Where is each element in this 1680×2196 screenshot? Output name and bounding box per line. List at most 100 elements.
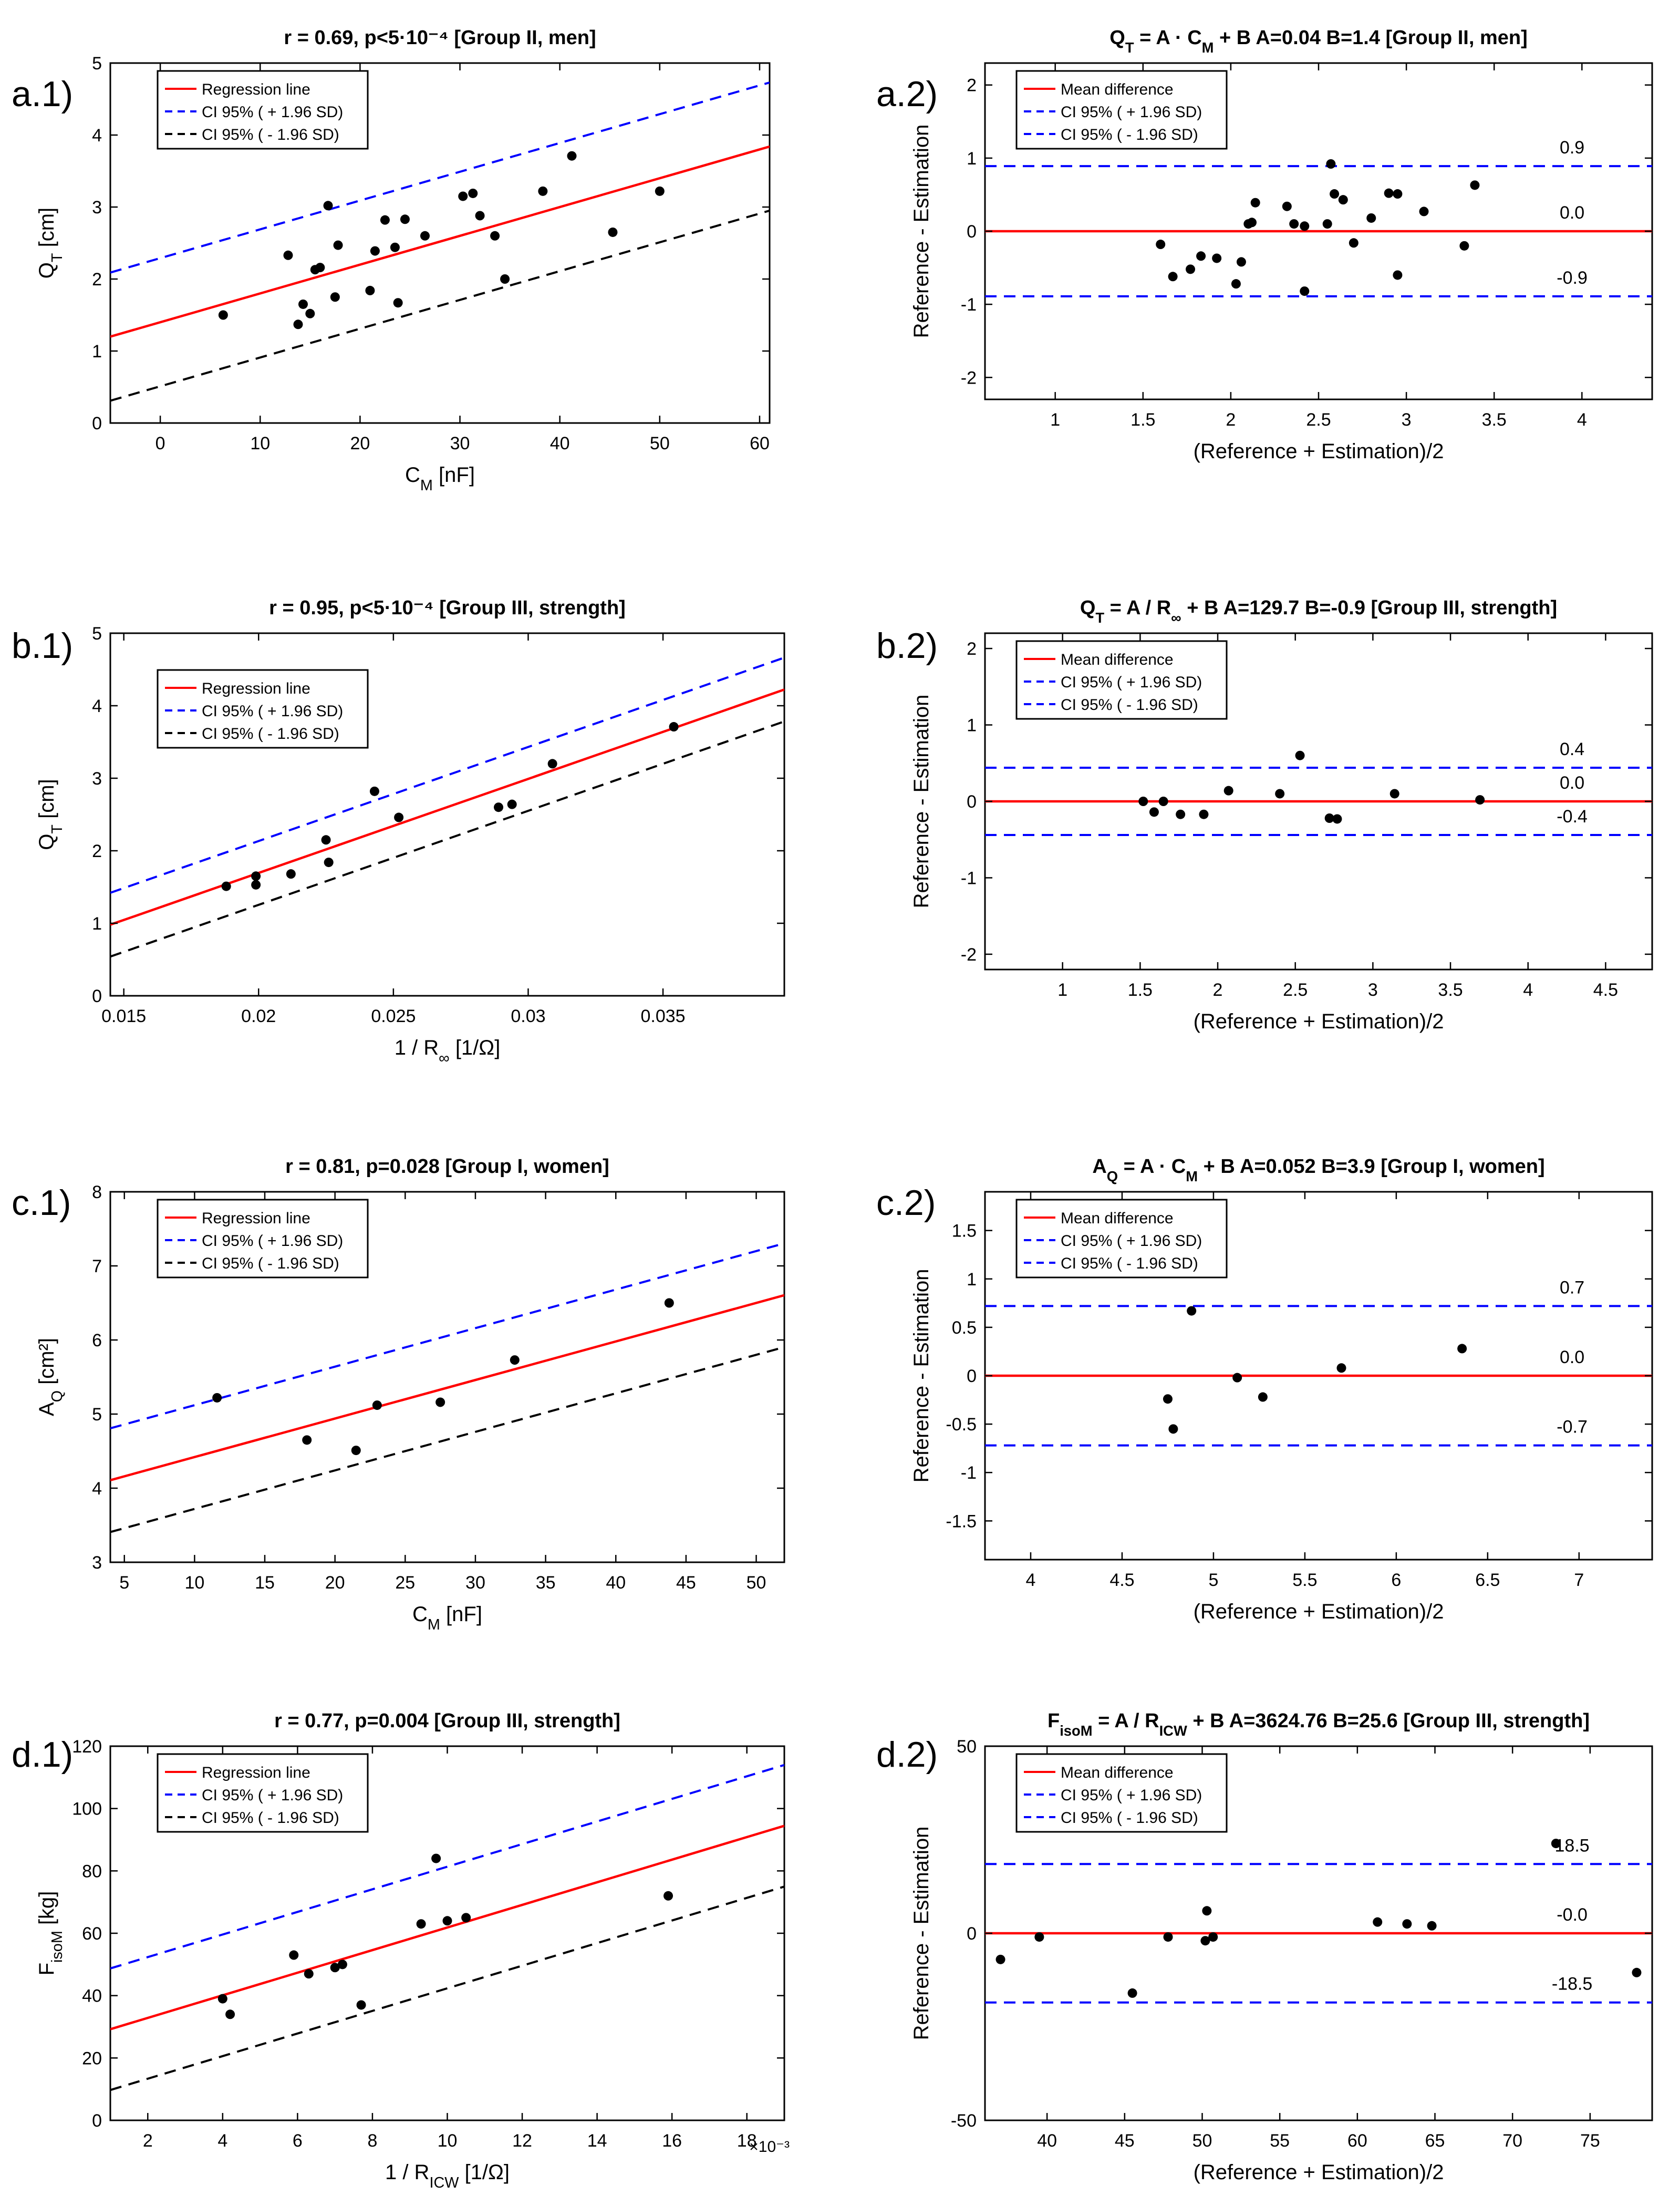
- y-tick-label-b2: -1: [961, 868, 977, 888]
- x-tick-label-d1: 18: [737, 2131, 757, 2151]
- panel-c2: 4 4.5 5 5.5 6 6.5 7 -1.5 -1 -0.5 0 0.5 1 1.5 (Referenc…: [910, 1156, 1653, 1623]
- y-tick-label-d1: 0: [92, 2111, 102, 2131]
- x-tick-label-d1: 4: [217, 2131, 227, 2151]
- y-tick-label-b2: -2: [961, 945, 977, 965]
- x-axis-label-d2: (Reference + Estimation)/2: [1194, 2161, 1444, 2184]
- x-axis-label-c1: CM [nF]: [412, 1603, 482, 1633]
- data-point-a1: [490, 231, 500, 241]
- legend-c2: Mean difference CI 95% ( + 1.96 SD) CI 95%…: [1015, 1199, 1228, 1279]
- data-point-a2: [1470, 180, 1480, 190]
- x-tick-label-c1: 15: [255, 1573, 275, 1593]
- x-axis-label-a1: CM [nF]: [405, 463, 475, 494]
- x-tick-label-d2: 50: [1192, 2131, 1212, 2151]
- x-tick-label-a1: 30: [450, 434, 470, 453]
- data-point-a1: [420, 231, 430, 241]
- x-tick-label-a2: 1.5: [1131, 410, 1155, 430]
- data-point-a1: [323, 201, 333, 211]
- y-tick-label-a2: -2: [961, 368, 977, 388]
- legend-entry-a2: CI 95% ( + 1.96 SD): [1061, 104, 1202, 121]
- y-axis-label-a2: Reference - Estimation: [910, 125, 933, 338]
- x-tick-label-d2: 75: [1580, 2131, 1600, 2151]
- legend-entry-c1: CI 95% ( + 1.96 SD): [202, 1232, 343, 1250]
- data-point-b1: [507, 799, 517, 809]
- plot-area-c1: [110, 1242, 784, 1533]
- data-point-d2: [1632, 1967, 1642, 1977]
- data-point-a2: [1338, 195, 1348, 205]
- y-axis-label-c2: Reference - Estimation: [910, 1269, 933, 1483]
- x-tick-label-b1: 0.025: [371, 1006, 416, 1026]
- legend-entry-d2: CI 95% ( + 1.96 SD): [1061, 1787, 1202, 1804]
- y-tick-label-c2: 0: [967, 1366, 977, 1386]
- data-point-a2: [1322, 219, 1332, 229]
- data-point-a2: [1366, 213, 1376, 223]
- y-tick-label-d1: 60: [82, 1924, 102, 1944]
- legend-entry-a1: CI 95% ( + 1.96 SD): [202, 104, 343, 121]
- x-tick-label-c2: 4.5: [1109, 1570, 1134, 1590]
- y-tick-label-c1: 3: [92, 1553, 102, 1573]
- y-tick-label-a1: 3: [92, 198, 102, 218]
- legend-entry-a1: Regression line: [202, 81, 310, 98]
- panel-a2: 1 1.5 2 2.5 3 3.5 4 -2 -1 0 1 2 (Reference + Estimat…: [910, 27, 1653, 463]
- panel-d2: 40 45 50 55 60 65 70 75 -50 0 50 (Reference + Estim…: [910, 1710, 1653, 2184]
- data-point-a2: [1236, 257, 1246, 267]
- data-point-c2: [1336, 1363, 1346, 1373]
- legend-box-a1: [157, 70, 369, 150]
- x-tick-label-c1: 30: [465, 1573, 485, 1593]
- legend-entry-c2: CI 95% ( - 1.96 SD): [1061, 1255, 1198, 1272]
- legend-entry-b1: Regression line: [202, 680, 310, 697]
- regression-line-c1: [110, 1294, 784, 1481]
- y-axis-label-d1: FisoM [kg]: [35, 1891, 66, 1976]
- x-tick-label-d2: 65: [1425, 2131, 1445, 2151]
- legend-d1: Regression line CI 95% ( + 1.96 SD) CI 95%…: [157, 1753, 369, 1833]
- x-axis-label-c2: (Reference + Estimation)/2: [1194, 1600, 1444, 1623]
- y-tick-label-c1: 4: [92, 1479, 102, 1499]
- data-point-c1: [302, 1435, 312, 1445]
- data-point-a2: [1196, 251, 1206, 261]
- ci-upper-line-d1: [110, 1764, 784, 1970]
- y-tick-label-a1: 5: [92, 54, 102, 74]
- data-point-a1: [365, 285, 375, 295]
- data-point-a1: [298, 299, 308, 309]
- x-tick-label-b2: 3.5: [1438, 980, 1463, 1000]
- x-axis-label-b1: 1 / R∞ [1/Ω]: [395, 1036, 501, 1067]
- x-tick-label-a2: 3.5: [1482, 410, 1507, 430]
- legend-d2: Mean difference CI 95% ( + 1.96 SD) CI 95%…: [1015, 1753, 1228, 1833]
- y-tick-label-c2: -1: [961, 1463, 977, 1483]
- data-point-d1: [330, 1963, 340, 1973]
- data-point-d2: [1127, 1988, 1137, 1998]
- x-tick-label-b1: 0.02: [241, 1006, 276, 1026]
- legend-entry-a2: Mean difference: [1061, 81, 1174, 98]
- data-point-a2: [1300, 286, 1310, 296]
- x-tick-label-a2: 1: [1050, 410, 1060, 430]
- y-tick-label-a1: 0: [92, 414, 102, 434]
- x-tick-label-c1: 35: [536, 1573, 556, 1593]
- data-point-c1: [664, 1298, 674, 1308]
- y-tick-label-a2: 1: [967, 149, 977, 169]
- plot-area-d1: [110, 1764, 784, 2091]
- chart-title-a1: r = 0.69, p<5·10⁻⁴ [Group II, men]: [284, 27, 596, 49]
- data-point-b1: [286, 869, 296, 879]
- data-point-d1: [356, 2000, 366, 2010]
- data-point-b2: [1295, 750, 1305, 760]
- data-point-c1: [510, 1355, 520, 1365]
- x-tick-label-a2: 2.5: [1306, 410, 1331, 430]
- data-point-b1: [494, 802, 504, 812]
- x-tick-label-a1: 10: [250, 434, 270, 453]
- annotation-a2: 0.0: [1560, 203, 1584, 223]
- y-tick-label-d2: -50: [951, 2111, 977, 2131]
- x-multiplier-d1: ×10⁻³: [749, 2138, 790, 2156]
- x-tick-label-a1: 20: [350, 434, 370, 453]
- data-point-d2: [1427, 1921, 1437, 1931]
- annotation-c2: 0.7: [1560, 1277, 1584, 1297]
- data-point-d2: [1200, 1936, 1210, 1946]
- data-point-a1: [458, 191, 468, 201]
- y-tick-label-c2: -0.5: [946, 1415, 977, 1435]
- data-point-d1: [217, 1994, 227, 2004]
- x-axis-label-b2: (Reference + Estimation)/2: [1194, 1010, 1444, 1033]
- y-tick-label-c1: 5: [92, 1405, 102, 1425]
- plot-area-a2: [985, 159, 1652, 297]
- ci-upper-line-b1: [110, 656, 784, 894]
- legend-a2: Mean difference CI 95% ( + 1.96 SD) CI 95%…: [1015, 70, 1228, 150]
- x-tick-label-d1: 14: [587, 2131, 607, 2151]
- legend-box-d1: [157, 1753, 369, 1833]
